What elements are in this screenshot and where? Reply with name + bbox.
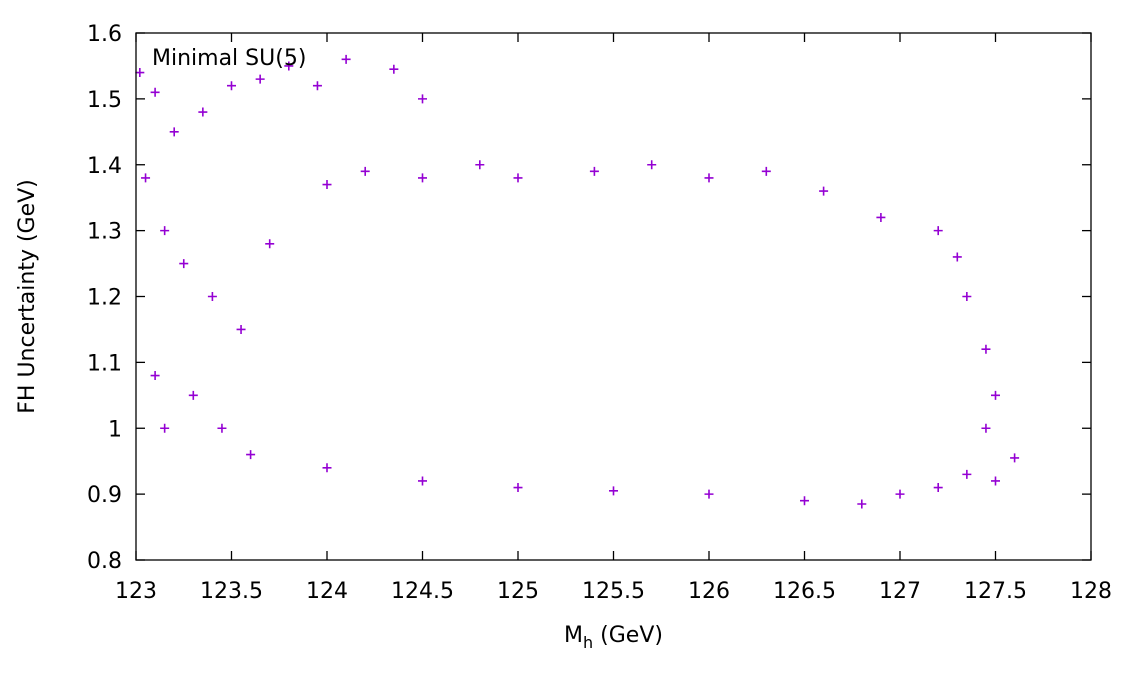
x-axis-label-main: M — [564, 623, 583, 648]
x-axis-label: Mh (GeV) — [564, 623, 663, 652]
scatter-point — [647, 160, 657, 170]
y-tick-label: 1.6 — [87, 22, 122, 47]
scatter-point — [1010, 453, 1020, 463]
scatter-point — [800, 496, 809, 506]
scatter-point — [475, 160, 485, 170]
marker-layer — [135, 54, 1020, 509]
x-axis-label-suffix: (GeV) — [593, 623, 663, 648]
x-tick-label: 126 — [688, 579, 730, 604]
x-tick-label: 127.5 — [964, 579, 1027, 604]
plot-frame — [135, 32, 1092, 561]
tick-layer: 123 123.5 124 124.5 125 125.5 126 126.5 127 127.5… — [87, 22, 1112, 604]
scatter-point — [265, 239, 275, 249]
scatter-point — [150, 371, 160, 381]
x-tick-label: 125.5 — [582, 579, 645, 604]
scatter-point — [962, 292, 972, 301]
scatter-point — [962, 469, 972, 479]
scatter-point — [312, 81, 322, 91]
x-tick-label: 124.5 — [391, 579, 454, 604]
scatter-point — [246, 450, 256, 460]
scatter-point — [981, 423, 991, 433]
scatter-point — [704, 173, 714, 183]
scatter-point — [227, 81, 236, 91]
scatter-point — [236, 324, 246, 334]
scatter-point — [876, 212, 886, 222]
scatter-point — [389, 64, 399, 74]
scatter-point — [150, 87, 160, 97]
scatter-point — [322, 180, 332, 190]
scatter-point — [198, 107, 208, 117]
y-tick-label: 1.3 — [87, 220, 122, 245]
scatter-point — [418, 476, 427, 486]
x-tick-label: 125 — [497, 579, 539, 604]
scatter-point — [991, 476, 1000, 486]
scatter-point — [857, 499, 867, 509]
scatter-point — [135, 68, 145, 78]
scatter-point — [188, 390, 198, 400]
scatter-point — [141, 173, 151, 183]
y-tick-label: 0.9 — [87, 483, 122, 508]
scatter-point — [255, 74, 265, 84]
y-tick-label: 1.2 — [87, 286, 122, 311]
scatter-point — [704, 489, 714, 499]
scatter-point — [933, 483, 943, 493]
y-tick-label: 0.8 — [87, 549, 122, 574]
scatter-point — [360, 166, 370, 176]
y-tick-label: 1.5 — [87, 88, 122, 113]
scatter-point — [418, 173, 427, 183]
scatter-point — [207, 292, 217, 301]
scatter-point — [895, 489, 905, 499]
scatter-point — [589, 166, 599, 176]
scatter-point — [761, 166, 771, 176]
scatter-point — [991, 390, 1000, 400]
scatter-point — [952, 252, 962, 262]
y-tick-label: 1.4 — [87, 154, 122, 179]
scatter-point — [284, 61, 294, 71]
scatter-point — [341, 54, 351, 64]
x-axis-label-sub: h — [583, 633, 593, 652]
chart-annotation: Minimal SU(5) — [152, 46, 306, 71]
x-tick-label: 123.5 — [200, 579, 263, 604]
scatter-point — [981, 344, 991, 354]
scatter-point — [217, 423, 227, 433]
x-tick-label: 126.5 — [773, 579, 836, 604]
x-tick-label: 123 — [115, 579, 157, 604]
scatter-point — [513, 173, 523, 183]
y-axis-label: FH Uncertainty (GeV) — [15, 179, 40, 414]
y-tick-label: 1.1 — [87, 351, 122, 376]
scatter-point — [160, 423, 170, 433]
scatter-point — [819, 186, 829, 196]
x-tick-label: 127 — [879, 579, 921, 604]
scatter-point — [933, 226, 943, 236]
scatter-point — [513, 483, 523, 493]
scatter-point — [418, 94, 427, 104]
scatter-point — [322, 463, 332, 473]
scatter-point — [609, 486, 618, 496]
scatter-point — [160, 226, 170, 236]
scatter-point — [169, 127, 179, 137]
y-tick-label: 1 — [108, 417, 122, 442]
x-tick-label: 128 — [1070, 579, 1112, 604]
scatter-point — [179, 259, 189, 269]
x-tick-label: 124 — [306, 579, 348, 604]
